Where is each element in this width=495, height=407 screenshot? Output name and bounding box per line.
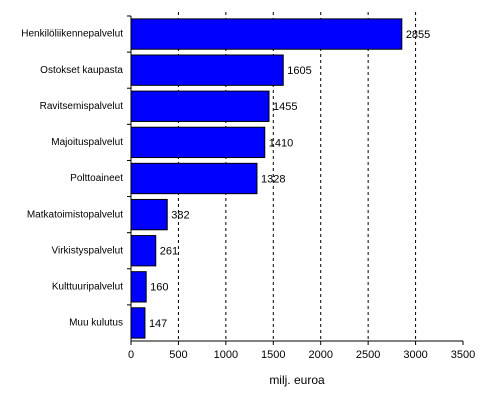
x-tick-label: 3500 — [451, 349, 475, 361]
data-label: 1605 — [287, 65, 311, 77]
x-tick-label: 0 — [128, 349, 134, 361]
y-tick-label: Ravitsemispalvelut — [40, 101, 124, 112]
bar — [130, 235, 157, 267]
x-tick-label: 1500 — [261, 349, 285, 361]
y-tick-label: Virkistyspalvelut — [51, 245, 123, 256]
y-tick-label: Kulttuuripalvelut — [52, 281, 123, 292]
bar — [130, 18, 403, 50]
data-label: 1455 — [273, 101, 297, 113]
bar — [130, 271, 147, 303]
y-tick-label: Matkatoimistopalvelut — [27, 209, 123, 220]
data-label: 160 — [150, 282, 168, 294]
x-tick-label: 1000 — [214, 349, 238, 361]
x-tick-label: 3000 — [403, 349, 427, 361]
x-axis-label: milj. euroa — [269, 373, 325, 387]
x-tick-label: 500 — [169, 349, 187, 361]
data-label: 261 — [160, 246, 178, 258]
bar — [130, 162, 258, 195]
data-label: 382 — [171, 210, 189, 222]
data-label: 2855 — [406, 29, 430, 41]
bar — [130, 90, 270, 122]
y-tick-label: Majoituspalvelut — [51, 137, 123, 148]
y-tick-label: Henkilöliikennepalvelut — [21, 29, 123, 40]
data-label: 147 — [149, 318, 167, 330]
x-tick-label: 2500 — [356, 349, 380, 361]
bar — [130, 307, 146, 339]
bar — [130, 54, 284, 86]
bar — [130, 198, 168, 231]
data-label: 1410 — [269, 137, 293, 149]
y-tick-label: Ostokset kaupasta — [40, 65, 123, 76]
bar — [130, 126, 266, 159]
x-tick-label: 2000 — [308, 349, 332, 361]
y-tick-label: Polttoaineet — [70, 173, 123, 184]
data-label: 1328 — [261, 173, 285, 185]
y-tick-label: Muu kulutus — [69, 318, 123, 329]
